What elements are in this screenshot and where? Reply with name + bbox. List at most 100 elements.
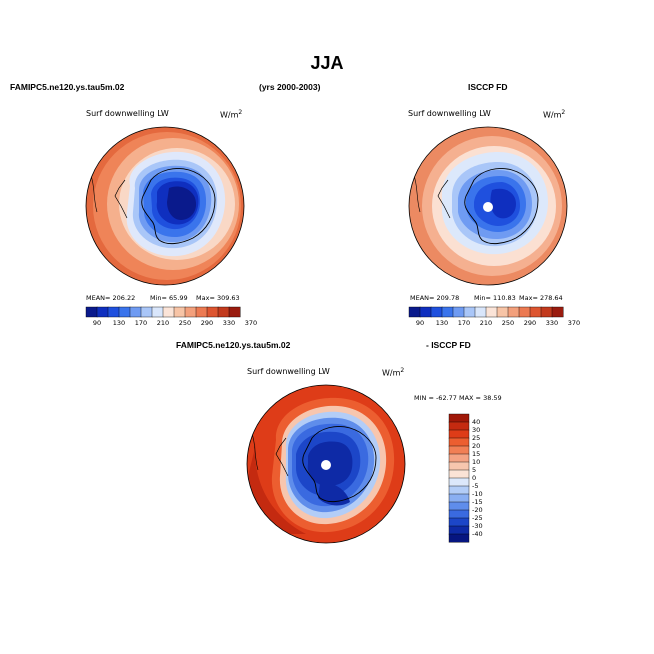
- model-colorbar-swatch: [118, 306, 131, 318]
- obs-colorbar-tick-label: 130: [435, 319, 449, 327]
- diff-colorbar-swatch: [448, 453, 470, 463]
- model-variable-label: Surf downwelling LW: [86, 109, 169, 118]
- obs-variable-label: Surf downwelling LW: [408, 109, 491, 118]
- diff-colorbar-tick-label: 10: [472, 458, 481, 466]
- model-colorbar-swatch: [228, 306, 241, 318]
- obs-colorbar-swatch: [430, 306, 443, 318]
- obs-colorbar-swatch: [408, 306, 421, 318]
- model-min-label: Min= 65.99: [150, 294, 188, 302]
- model-colorbar-swatch: [96, 306, 109, 318]
- obs-colorbar: [408, 306, 564, 318]
- obs-colorbar-swatch: [452, 306, 465, 318]
- model-colorbar-ticks: 90 130 170 210 250 290 330 370: [86, 319, 257, 329]
- diff-colorbar-swatch: [448, 437, 470, 447]
- obs-colorbar-swatch: [463, 306, 476, 318]
- diff-colorbar-tick-label: 25: [472, 434, 481, 442]
- diff-colorbar-swatch: [448, 469, 470, 479]
- diff-colorbar-tick-label: -5: [472, 482, 479, 490]
- obs-colorbar-swatch: [507, 306, 520, 318]
- obs-colorbar-tick-label: 290: [523, 319, 537, 327]
- model-colorbar: [85, 306, 241, 318]
- model-colorbar-swatch: [85, 306, 98, 318]
- diff-colorbar-tick-label: -40: [472, 530, 483, 538]
- model-colorbar-swatch: [217, 306, 230, 318]
- diff-colorbar-swatch: [448, 461, 470, 471]
- obs-colorbar-swatch: [551, 306, 564, 318]
- diff-colorbar-ticks: 40 30 25 20 15 10 5 0 -5 -10 -15 -20 -25 -30 -40: [472, 414, 512, 542]
- obs-header: ISCCP FD: [468, 82, 508, 92]
- diff-colorbar-tick-label: 5: [472, 466, 477, 474]
- diff-colorbar-swatch: [448, 501, 470, 511]
- obs-colorbar-tick-label: 170: [457, 319, 471, 327]
- diff-colorbar-tick-label: -10: [472, 490, 483, 498]
- diff-colorbar-tick-label: -30: [472, 522, 483, 530]
- model-polar-map: [85, 126, 245, 286]
- obs-colorbar-swatch: [518, 306, 531, 318]
- diff-minmax-label: MIN = -62.77 MAX = 38.59: [414, 394, 502, 402]
- model-colorbar-swatch: [162, 306, 175, 318]
- obs-colorbar-swatch: [419, 306, 432, 318]
- model-colorbar-swatch: [151, 306, 164, 318]
- model-colorbar-swatch: [206, 306, 219, 318]
- obs-colorbar-swatch: [441, 306, 454, 318]
- diff-colorbar-swatch: [448, 477, 470, 487]
- obs-colorbar-tick-label: 210: [479, 319, 493, 327]
- obs-colorbar-swatch: [496, 306, 509, 318]
- obs-max-label: Max= 278.64: [519, 294, 563, 302]
- model-colorbar-tick-label: 170: [134, 319, 148, 327]
- model-max-label: Max= 309.63: [196, 294, 240, 302]
- diff-polar-map: [246, 384, 406, 544]
- model-colorbar-tick-label: 370: [244, 319, 258, 327]
- obs-min-label: Min= 110.83: [474, 294, 516, 302]
- diff-colorbar-swatch: [448, 533, 470, 543]
- diff-obs-header: - ISCCP FD: [426, 340, 471, 350]
- diff-colorbar-tick-label: 0: [472, 474, 477, 482]
- obs-colorbar-swatch: [474, 306, 487, 318]
- diff-units-label: W/m2: [382, 367, 405, 378]
- diff-colorbar-swatch: [448, 421, 470, 431]
- model-colorbar-tick-label: 330: [222, 319, 236, 327]
- obs-colorbar-tick-label: 250: [501, 319, 515, 327]
- model-colorbar-swatch: [195, 306, 208, 318]
- diff-colorbar: [448, 413, 470, 543]
- diff-colorbar-tick-label: 30: [472, 426, 481, 434]
- model-case-header: FAMIPC5.ne120.ys.tau5m.02: [10, 82, 125, 92]
- model-units-label: W/m2: [220, 109, 243, 120]
- diff-colorbar-swatch: [448, 413, 470, 423]
- obs-colorbar-swatch: [540, 306, 553, 318]
- obs-colorbar-ticks: 90 130 170 210 250 290 330 370: [409, 319, 580, 329]
- diff-colorbar-swatch: [448, 525, 470, 535]
- diff-colorbar-swatch: [448, 509, 470, 519]
- model-mean-label: MEAN= 206.22: [86, 294, 136, 302]
- model-colorbar-tick-label: 130: [112, 319, 126, 327]
- diff-colorbar-tick-label: -20: [472, 506, 483, 514]
- diff-colorbar-tick-label: 20: [472, 442, 481, 450]
- diff-colorbar-tick-label: 40: [472, 418, 481, 426]
- obs-mean-label: MEAN= 209.78: [410, 294, 460, 302]
- diff-case-header: FAMIPC5.ne120.ys.tau5m.02: [176, 340, 291, 350]
- model-colorbar-swatch: [129, 306, 142, 318]
- obs-colorbar-swatch: [485, 306, 498, 318]
- obs-colorbar-tick-label: 370: [567, 319, 581, 327]
- model-colorbar-swatch: [173, 306, 186, 318]
- diff-variable-label: Surf downwelling LW: [247, 367, 330, 376]
- diff-colorbar-swatch: [448, 445, 470, 455]
- diff-colorbar-swatch: [448, 429, 470, 439]
- figure-title: JJA: [310, 53, 344, 73]
- diff-colorbar-swatch: [448, 517, 470, 527]
- obs-polar-map: [408, 126, 568, 286]
- diff-colorbar-tick-label: -15: [472, 498, 483, 506]
- obs-colorbar-swatch: [529, 306, 542, 318]
- model-colorbar-swatch: [140, 306, 153, 318]
- model-colorbar-swatch: [184, 306, 197, 318]
- model-colorbar-swatch: [107, 306, 120, 318]
- diff-colorbar-swatch: [448, 493, 470, 503]
- diff-colorbar-tick-label: 15: [472, 450, 481, 458]
- model-colorbar-tick-label: 90: [92, 319, 102, 327]
- obs-colorbar-tick-label: 330: [545, 319, 559, 327]
- model-colorbar-tick-label: 250: [178, 319, 192, 327]
- model-colorbar-tick-label: 210: [156, 319, 170, 327]
- obs-units-label: W/m2: [543, 109, 566, 120]
- diff-colorbar-tick-label: -25: [472, 514, 483, 522]
- diff-colorbar-swatch: [448, 485, 470, 495]
